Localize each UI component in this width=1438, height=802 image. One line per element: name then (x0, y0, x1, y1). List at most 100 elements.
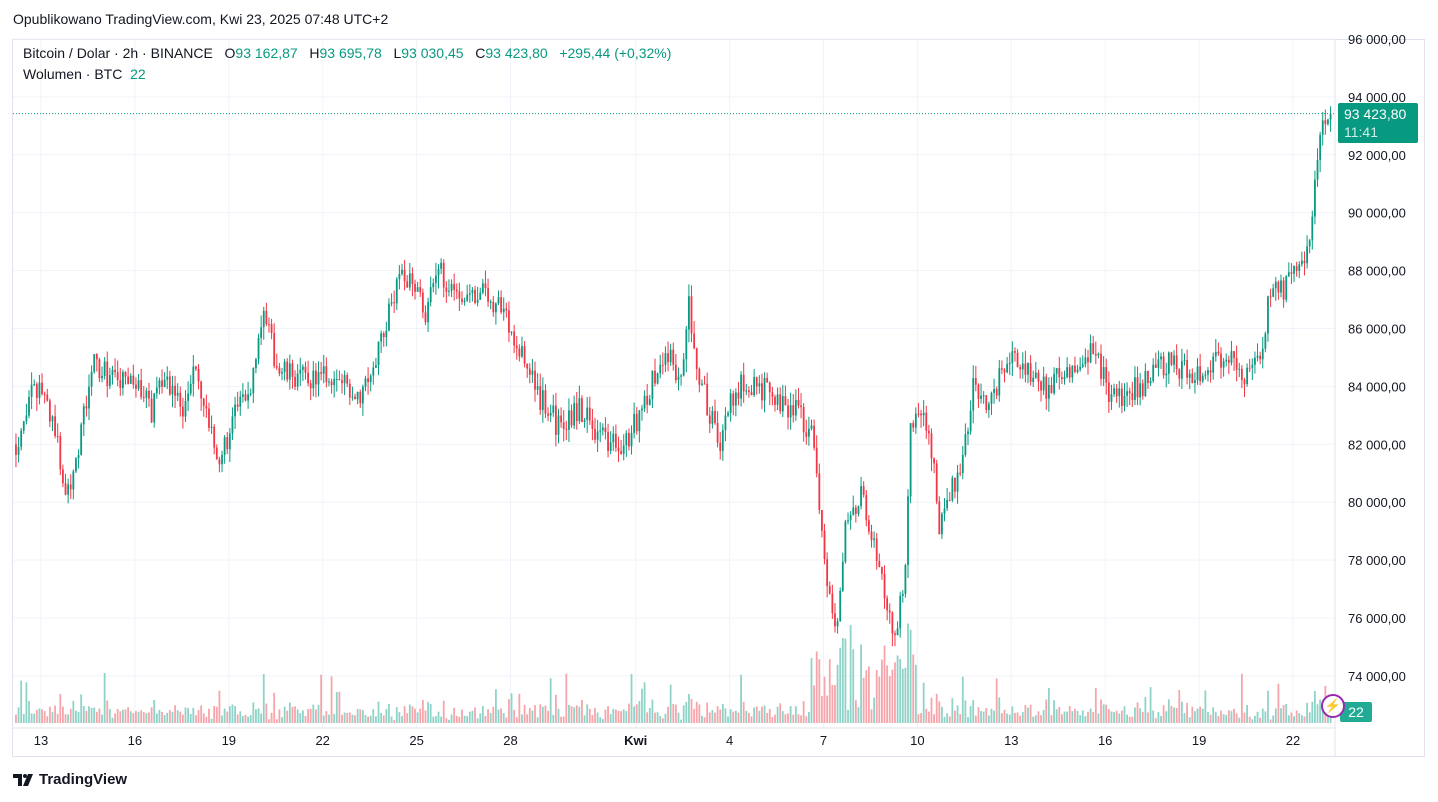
candle-body (101, 375, 103, 379)
candle-body (234, 404, 236, 417)
candle-body (1110, 394, 1113, 402)
volume-bar (1196, 708, 1199, 723)
candle-body (628, 433, 630, 447)
volume-bar (875, 669, 878, 723)
candle-body (1329, 113, 1332, 120)
lightning-icon[interactable]: ⚡ (1321, 694, 1345, 718)
volume-bar (594, 707, 596, 723)
candle-body (48, 400, 51, 422)
volume-bar (1240, 673, 1243, 723)
candle-body (273, 332, 276, 367)
volume-bar (948, 716, 951, 723)
volume-bar (442, 700, 445, 723)
candle-body (1027, 363, 1029, 375)
candle-body (1293, 266, 1295, 274)
candle-body (1068, 367, 1071, 378)
candle-body (103, 361, 106, 376)
tradingview-logo[interactable]: TradingView (13, 771, 127, 788)
volume-title[interactable]: Wolumen · BTC (23, 66, 123, 82)
candle-body (834, 613, 836, 627)
candle-body (494, 303, 497, 313)
volume-bar (933, 714, 935, 723)
volume-bar (518, 693, 521, 723)
volume-bar (1290, 712, 1293, 723)
volume-bar (591, 714, 594, 723)
candle-body (779, 394, 782, 412)
candle-body (38, 382, 41, 398)
volume-bar (1186, 702, 1189, 723)
volume-bar (372, 709, 375, 723)
volume-bar (672, 703, 675, 723)
candle-body (95, 354, 98, 360)
volume-bar (922, 682, 925, 723)
volume-bar (1113, 712, 1115, 723)
candle-body (361, 386, 364, 404)
volume-bar (213, 705, 216, 723)
volume-bar (779, 703, 782, 723)
volume-bar (1319, 699, 1322, 723)
candle-body (643, 395, 646, 409)
candle-body (1076, 369, 1079, 372)
candle-body (51, 416, 54, 422)
volume-bar (90, 708, 93, 723)
volume-bar (171, 711, 174, 723)
volume-badge: 22 (1340, 702, 1372, 722)
candle-body (964, 434, 967, 455)
candle-body (1248, 367, 1251, 369)
volume-bar (622, 709, 625, 723)
candle-body (552, 405, 555, 413)
volume-bar (807, 711, 810, 723)
volume-bar (995, 678, 998, 723)
y-tick-label: 84 000,00 (1348, 379, 1406, 394)
volume-bar (536, 717, 539, 723)
candle-body (1089, 343, 1092, 363)
volume-bar (1327, 711, 1329, 723)
volume-bar (810, 657, 813, 723)
x-tick-label: 4 (726, 733, 733, 748)
volume-bar (325, 711, 328, 723)
volume-bar (604, 709, 607, 723)
candle-body (1066, 367, 1069, 378)
candle-body (421, 292, 424, 313)
candle-body (492, 301, 495, 313)
volume-bar (1105, 704, 1108, 723)
candle-body (781, 396, 784, 412)
x-tick-label: 25 (409, 733, 423, 748)
candle-body (249, 393, 252, 395)
candle-body (1079, 366, 1082, 370)
candle-body (1063, 377, 1066, 380)
volume-bar (179, 711, 182, 723)
candle-body (620, 451, 622, 454)
candle-body (1246, 367, 1248, 385)
volume-bar (938, 701, 941, 723)
candle-body (187, 393, 190, 401)
candle-body (148, 390, 150, 399)
candle-body (453, 283, 456, 290)
candle-body (896, 628, 899, 635)
candle-body (22, 421, 25, 431)
volume-bar (1141, 712, 1144, 723)
volume-bar (471, 710, 474, 723)
candle-body (867, 520, 870, 532)
candle-body (328, 381, 330, 383)
volume-bar (1047, 688, 1050, 723)
volume-bar (802, 701, 805, 723)
volume-bar (588, 708, 591, 723)
candle-body (729, 393, 732, 413)
candle-body (1147, 370, 1149, 384)
volume-bar (1246, 704, 1248, 723)
volume-bar (646, 712, 649, 723)
candle-body (213, 426, 216, 448)
candle-body (1152, 364, 1155, 381)
candle-body (1267, 296, 1269, 334)
volume-bar (656, 712, 659, 723)
volume-bar (925, 708, 928, 723)
volume-bar (288, 702, 291, 723)
candle-body (476, 299, 479, 303)
candle-body (296, 373, 299, 387)
candle-body (377, 341, 380, 366)
candle-body (1316, 160, 1319, 180)
symbol-title[interactable]: Bitcoin / Dolar · 2h · BINANCE (23, 45, 213, 61)
volume-bar (1303, 716, 1306, 723)
